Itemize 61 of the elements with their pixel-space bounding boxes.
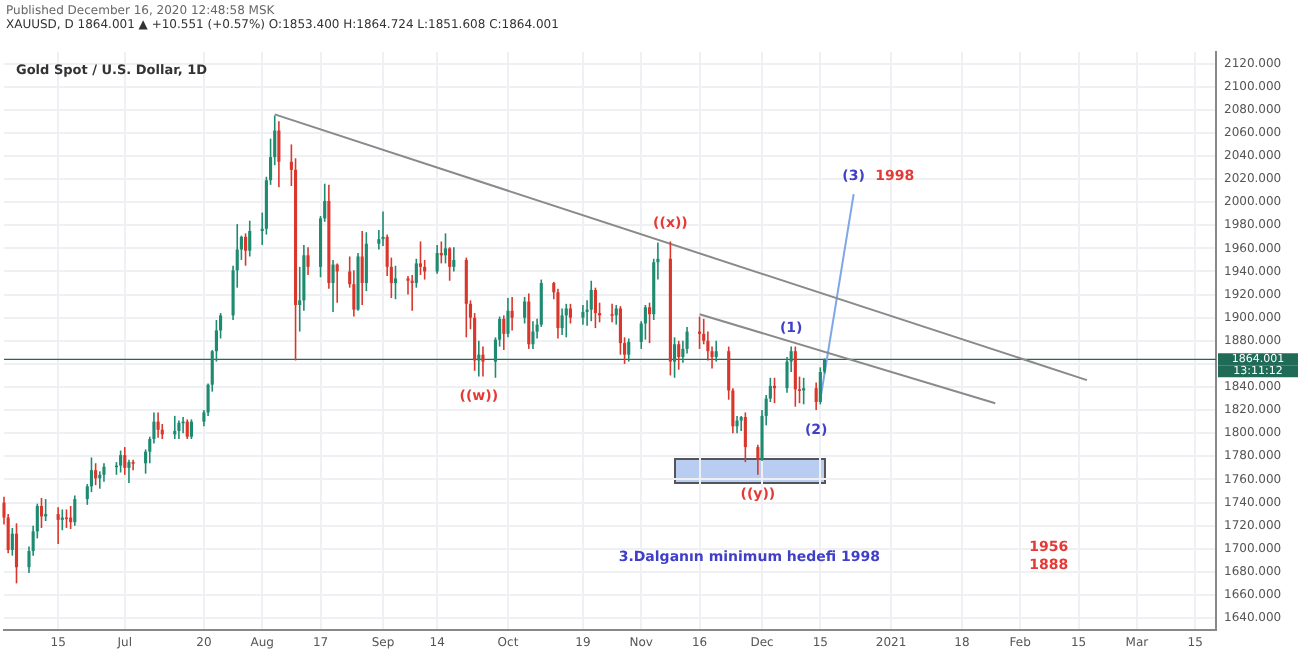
candlestick (814, 381, 818, 411)
candlestick (10, 527, 14, 557)
candlestick (627, 337, 631, 363)
candlestick (618, 305, 622, 356)
candlestick (818, 366, 822, 406)
candlestick (673, 336, 677, 379)
candlestick (531, 320, 535, 350)
candlestick (568, 303, 572, 325)
candlestick (714, 340, 718, 363)
candlestick (39, 497, 44, 529)
candlestick (56, 506, 60, 545)
candlestick (527, 292, 531, 350)
candlestick (743, 411, 747, 463)
candlestick (127, 458, 131, 484)
candlestick (685, 326, 689, 355)
candlestick (14, 522, 19, 585)
candlestick (364, 231, 368, 292)
candlestick (593, 286, 597, 329)
candlestick (306, 246, 310, 276)
candlestick (248, 219, 252, 258)
candlestick (102, 462, 106, 483)
candlestick (177, 419, 181, 440)
candlestick (793, 345, 797, 408)
candlestick (502, 314, 506, 351)
candlestick (643, 304, 647, 341)
candlestick (418, 240, 423, 276)
candlestick (560, 307, 564, 336)
candlestick (610, 303, 614, 324)
candlestick (331, 259, 335, 313)
candlestick (94, 462, 98, 486)
candlestick (277, 120, 281, 188)
candlestick (648, 301, 652, 344)
candlestick (506, 297, 510, 339)
candlestick (123, 446, 127, 476)
candlestick (677, 340, 681, 371)
candlestick (435, 244, 439, 275)
candlestick (185, 418, 189, 440)
candlestick (589, 279, 593, 322)
candlestick (448, 246, 452, 282)
candlestick (756, 443, 760, 476)
candlestick (581, 304, 585, 326)
candlestick (414, 257, 418, 289)
candlestick (244, 232, 248, 267)
candlestick (510, 296, 514, 332)
candlestick (393, 264, 398, 301)
candlestick (156, 411, 160, 439)
candlestick (614, 304, 618, 326)
candlestick (443, 232, 448, 265)
candlestick (131, 458, 135, 471)
candlestick (452, 246, 456, 273)
candlestick (360, 230, 364, 306)
candlestick (464, 256, 468, 339)
candlestick (381, 210, 385, 247)
candlestick (73, 494, 77, 527)
candlestick (481, 345, 485, 378)
candlestick (523, 296, 527, 325)
candlestick (189, 418, 193, 440)
candlestick (119, 449, 123, 474)
candlestick (564, 303, 568, 339)
candlestick (556, 288, 560, 340)
candlestick (739, 415, 743, 432)
